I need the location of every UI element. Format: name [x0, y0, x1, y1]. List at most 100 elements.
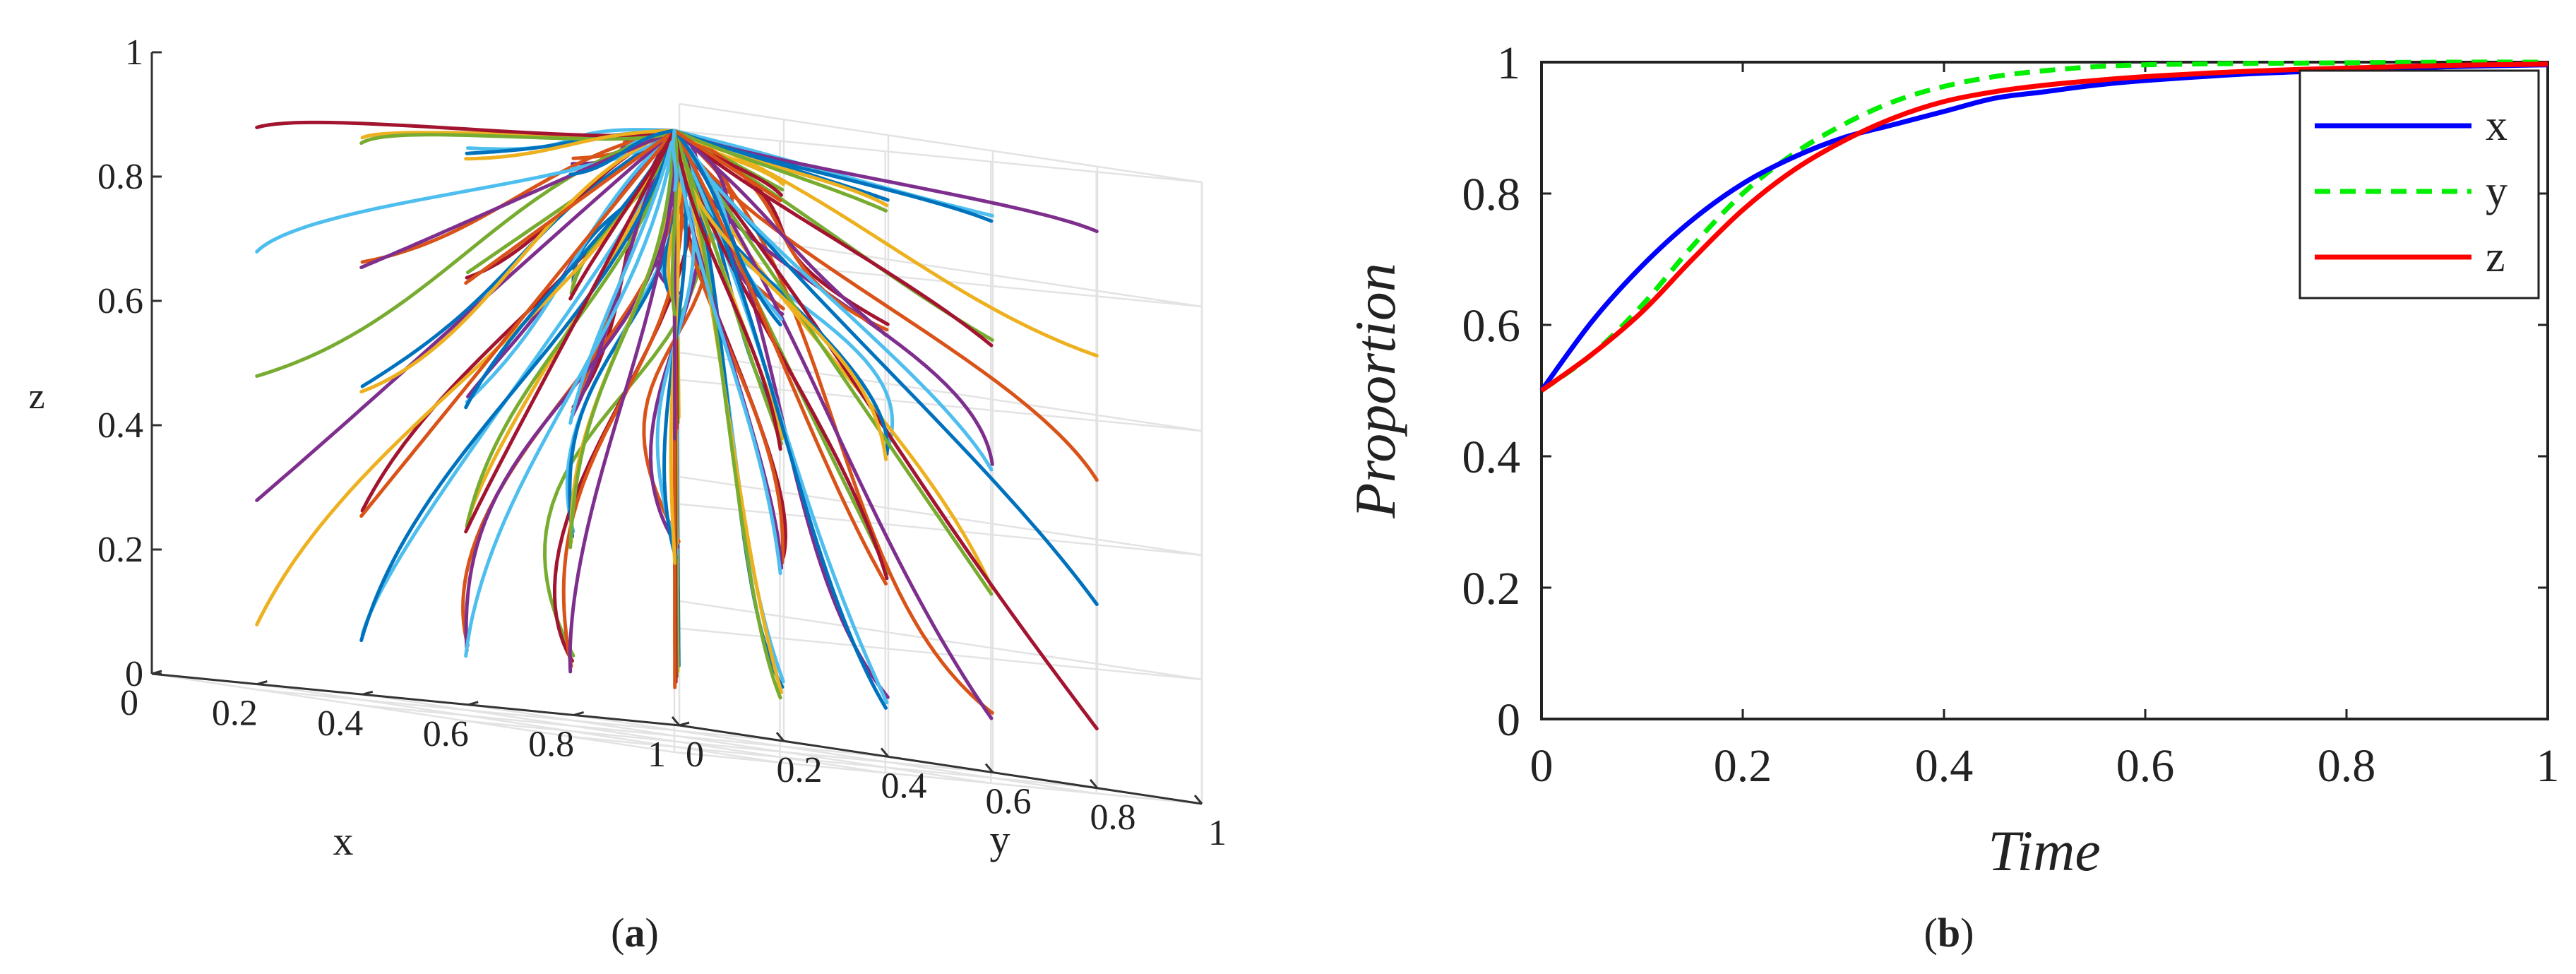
trajectory-line — [553, 129, 694, 663]
grid-line — [468, 703, 991, 785]
trajectory-line — [464, 129, 676, 658]
trajectory-line — [672, 129, 782, 700]
legend-label-x: x — [2486, 102, 2508, 150]
y-tick-label: 1 — [1208, 813, 1227, 853]
y-tick-label: 0.4 — [881, 766, 927, 806]
x-axis-line — [151, 672, 680, 727]
panel-a-z-axis-label: z — [28, 376, 44, 417]
x-tick-label: 0.6 — [2116, 740, 2175, 792]
grid-line — [465, 720, 994, 773]
panel-b-legend: xyz — [2298, 69, 2540, 299]
x-tick — [151, 670, 162, 675]
y-tick — [984, 763, 994, 773]
grid-line — [679, 102, 1203, 184]
y-tick — [1193, 795, 1203, 804]
z-tick-label: 0.4 — [97, 405, 143, 446]
trajectory-line — [672, 129, 994, 720]
trajectory-line — [672, 129, 888, 213]
trajectory-line — [672, 129, 994, 223]
grid-line — [569, 735, 1098, 790]
grid-line — [679, 475, 1203, 557]
trajectory-line — [568, 129, 676, 550]
trajectory-line — [568, 129, 676, 425]
trajectory-line — [670, 129, 679, 316]
grid-line — [257, 683, 780, 764]
trajectory-line — [671, 129, 678, 192]
trajectory-line — [360, 129, 676, 388]
trajectory-line — [568, 129, 676, 177]
trajectory-line — [672, 129, 889, 581]
y-tick-label: 0 — [686, 735, 704, 775]
z-tick-label: 0 — [125, 654, 143, 694]
trajectory-line — [672, 129, 1099, 482]
trajectory-line — [672, 129, 1099, 607]
trajectory-line — [672, 129, 889, 705]
x-tick-label: 0 — [120, 683, 138, 723]
trajectory-line — [464, 129, 676, 285]
y-tick-label: 0.6 — [1462, 300, 1521, 352]
x-tick — [362, 690, 374, 696]
panel-b-legend-box — [2298, 69, 2540, 299]
y-tick-label: 0.6 — [986, 782, 1032, 822]
z-tick-label: 0.8 — [97, 157, 143, 197]
x-tick-label: 0.2 — [1714, 740, 1772, 792]
y-tick — [775, 732, 785, 742]
trajectory-line — [464, 129, 676, 410]
grid-line — [151, 672, 675, 754]
series-line-y — [1539, 59, 2548, 393]
x-tick-label: 1 — [648, 735, 666, 775]
y-tick-label: 0.8 — [1462, 169, 1521, 220]
trajectory-line — [569, 129, 676, 295]
trajectory-line — [464, 129, 676, 534]
y-tick-label: 1 — [1497, 37, 1520, 89]
x-tick-label: 0.8 — [2318, 740, 2376, 792]
panel-a-caption-letter: a — [625, 910, 645, 956]
panel-b-ticks: 0 0.2 0.4 0.6 0.8 1 0 0.2 0.4 0.6 0.8 1 — [1462, 37, 2560, 792]
trajectory-line — [359, 129, 676, 518]
x-tick-label: 0.6 — [423, 714, 469, 754]
trajectory-line — [672, 129, 782, 203]
trajectory-line — [672, 129, 994, 596]
legend-label-z: z — [2486, 233, 2505, 281]
x-tick — [573, 711, 585, 716]
trajectory-line — [672, 129, 994, 472]
trajectory-line — [672, 129, 888, 586]
x-tick — [256, 680, 268, 686]
panel-a-axes: 00.20.40.60.810 0.2 0.4 0.6 0.8 1 0 0.2 0.4 0.6 0.… — [97, 32, 1227, 853]
legend-label-y: y — [2486, 167, 2508, 215]
grid-line — [674, 129, 1203, 184]
trajectory-line — [672, 129, 888, 337]
grid-line — [679, 351, 1203, 432]
trajectory-line — [359, 129, 676, 145]
x-tick-label: 0.8 — [528, 724, 574, 764]
trajectory-line — [465, 129, 676, 404]
trajectory-line — [465, 129, 676, 528]
trajectory-line — [255, 129, 676, 626]
x-tick-label: 0.2 — [212, 694, 258, 734]
y-axis-line — [679, 724, 1203, 805]
trajectory-line — [669, 129, 681, 565]
trajectory-line — [672, 129, 994, 590]
trajectory-line — [672, 129, 888, 461]
y-tick-label: 0 — [1497, 694, 1520, 746]
trajectory-line — [672, 129, 782, 576]
z-tick-label: 0.6 — [97, 281, 143, 321]
panel-a-trajectories — [255, 120, 1099, 731]
z-tick-label: 0.2 — [97, 530, 143, 570]
trajectory-line — [464, 129, 676, 161]
x-tick-label: 0.4 — [317, 703, 363, 744]
series-line-z — [1539, 61, 2548, 393]
trajectory-line — [672, 129, 1099, 731]
y-tick-label: 0.8 — [1090, 797, 1136, 838]
trajectory-line — [672, 129, 888, 710]
y-tick — [1089, 778, 1099, 789]
y-tick — [671, 716, 681, 726]
x-tick — [679, 721, 690, 727]
panel-a-caption: (a) — [611, 910, 659, 956]
grid-line — [256, 688, 785, 742]
panel-b-caption-letter: b — [1938, 910, 1960, 956]
grid-line — [362, 693, 886, 774]
grid-line — [674, 502, 1203, 557]
trajectory-line — [464, 129, 677, 653]
